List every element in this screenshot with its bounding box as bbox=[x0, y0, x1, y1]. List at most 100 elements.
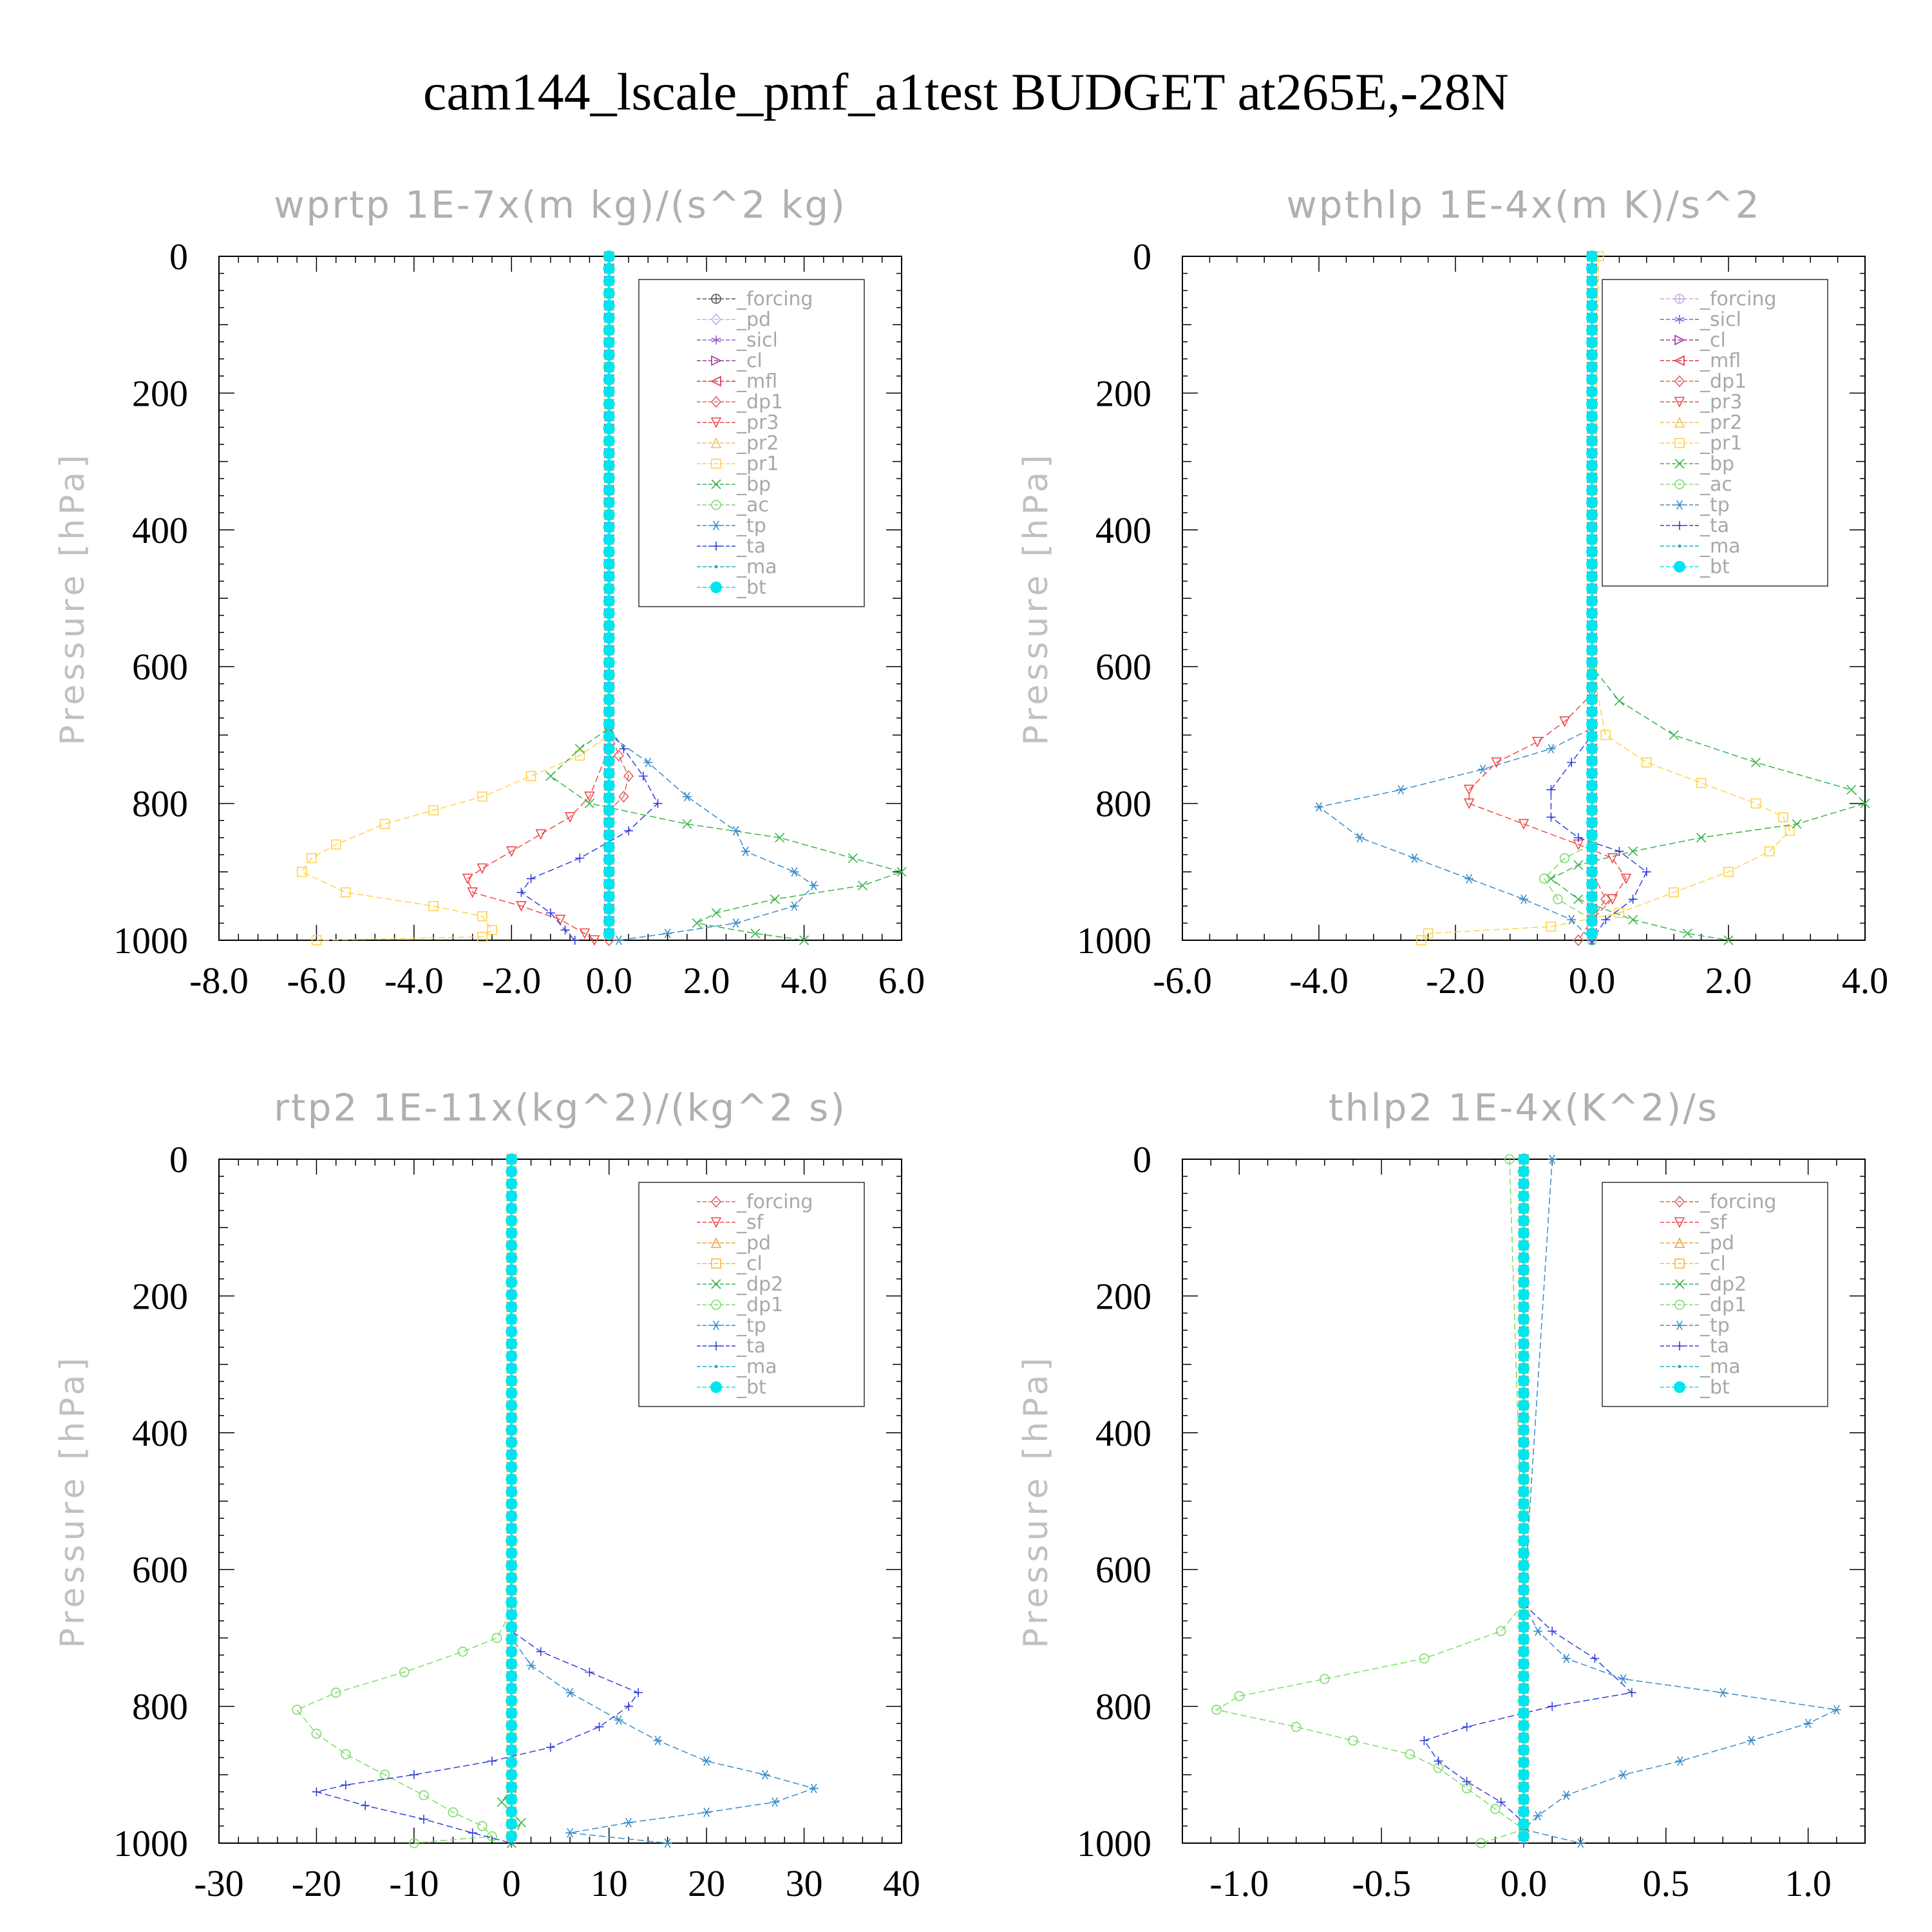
data-point bbox=[506, 1424, 518, 1436]
data-point bbox=[1618, 1674, 1628, 1684]
y-axis-label: Pressure [hPa] bbox=[1017, 451, 1056, 746]
data-point bbox=[1518, 1732, 1530, 1744]
legend-entry: _bt bbox=[697, 1376, 766, 1399]
data-point bbox=[419, 1790, 429, 1801]
data-point bbox=[1518, 1313, 1530, 1325]
legend-label: _tp bbox=[1700, 1314, 1730, 1337]
data-point bbox=[1518, 1645, 1530, 1658]
legend-entry: _dp1 bbox=[1660, 1294, 1747, 1316]
data-point bbox=[711, 907, 721, 918]
data-point bbox=[1518, 1289, 1530, 1301]
x-tick-label: -20 bbox=[292, 1862, 341, 1904]
data-point bbox=[1562, 1653, 1571, 1663]
x-tick-label: -2.0 bbox=[482, 960, 541, 1001]
data-point bbox=[1416, 935, 1426, 945]
legend-entry: _forcing bbox=[1660, 1191, 1776, 1213]
legend-label: _sicl bbox=[1700, 308, 1741, 331]
data-point bbox=[1548, 1626, 1557, 1636]
data-point bbox=[506, 1596, 518, 1609]
data-point bbox=[603, 730, 615, 743]
legend-marker bbox=[1678, 544, 1681, 548]
legend-label: _pr2 bbox=[736, 432, 779, 455]
data-point bbox=[1586, 632, 1598, 644]
data-point bbox=[341, 1780, 350, 1790]
x-tick-label: 20 bbox=[688, 1862, 725, 1904]
data-point bbox=[731, 918, 741, 928]
data-point bbox=[603, 435, 615, 447]
data-point bbox=[311, 935, 322, 945]
y-tick-label: 0 bbox=[1133, 236, 1151, 278]
legend-label: _tp bbox=[736, 515, 766, 537]
data-point bbox=[506, 1375, 518, 1387]
legend-entry: _tp bbox=[1660, 1314, 1730, 1337]
legend-label: _pr2 bbox=[1700, 412, 1742, 434]
x-tick-label: -6.0 bbox=[1153, 960, 1212, 1001]
data-point bbox=[1586, 398, 1598, 410]
legend-label: _mfl bbox=[736, 370, 777, 393]
series-line bbox=[316, 1159, 639, 1844]
data-point bbox=[487, 1831, 497, 1842]
legend-label: _dp1 bbox=[736, 391, 783, 413]
series-line bbox=[1318, 256, 1593, 941]
data-point bbox=[1553, 894, 1563, 905]
data-point bbox=[1586, 275, 1598, 287]
data-point bbox=[1586, 903, 1598, 915]
series-bt bbox=[603, 251, 615, 940]
legend-entry: _ma bbox=[697, 556, 777, 578]
legend-marker bbox=[710, 1237, 722, 1248]
data-point bbox=[603, 472, 615, 484]
data-point bbox=[624, 826, 633, 836]
data-point bbox=[1642, 867, 1651, 876]
legend-marker bbox=[710, 417, 722, 428]
data-point bbox=[506, 1744, 518, 1756]
legend-entry: _pr2 bbox=[697, 432, 779, 455]
y-axis-label: Pressure [hPa] bbox=[53, 1354, 92, 1649]
y-tick-label: 400 bbox=[1095, 1412, 1151, 1454]
data-point bbox=[618, 790, 629, 803]
data-point bbox=[341, 887, 351, 898]
data-point bbox=[603, 891, 615, 903]
data-point bbox=[603, 533, 615, 545]
series-pr1 bbox=[296, 251, 614, 945]
data-point bbox=[506, 1202, 518, 1215]
data-point bbox=[1518, 1633, 1530, 1645]
data-point bbox=[506, 1806, 518, 1818]
data-point bbox=[1586, 743, 1598, 755]
data-point bbox=[1586, 374, 1598, 386]
data-point bbox=[1518, 1498, 1530, 1510]
legend: _forcing_sicl_cl_mfl_dp1_pr3_pr2_pr1_bp_… bbox=[1602, 279, 1828, 587]
data-point bbox=[506, 1756, 518, 1768]
data-point bbox=[1518, 1202, 1530, 1215]
legend-marker bbox=[1674, 1258, 1685, 1269]
legend-marker bbox=[1674, 375, 1685, 388]
data-point bbox=[603, 336, 615, 348]
data-point bbox=[1586, 927, 1598, 940]
data-point bbox=[428, 805, 439, 816]
data-point bbox=[603, 841, 615, 853]
legend-marker bbox=[711, 500, 721, 510]
data-point bbox=[1586, 620, 1598, 632]
legend-marker bbox=[1674, 417, 1685, 428]
x-tick-label: -8.0 bbox=[189, 960, 249, 1001]
legend-marker bbox=[1674, 1279, 1685, 1289]
legend: _forcing_pd_sicl_cl_mfl_dp1_pr3_pr2_pr1_… bbox=[638, 279, 865, 607]
data-point bbox=[1586, 571, 1598, 583]
data-point bbox=[603, 767, 615, 779]
data-point bbox=[477, 791, 488, 802]
data-point bbox=[506, 1510, 518, 1522]
series-line bbox=[467, 256, 610, 941]
data-point bbox=[603, 792, 615, 804]
x-tick-label: 4.0 bbox=[781, 960, 828, 1001]
data-point bbox=[1590, 1654, 1600, 1663]
legend-entry: _cl bbox=[697, 350, 762, 372]
legend-box bbox=[1602, 279, 1828, 587]
data-point bbox=[1586, 312, 1598, 324]
data-point bbox=[1586, 521, 1598, 533]
data-point bbox=[1586, 472, 1598, 484]
data-point bbox=[535, 829, 547, 840]
data-point bbox=[1747, 1736, 1756, 1746]
legend-entry: _tp bbox=[697, 515, 766, 537]
legend-marker bbox=[1674, 1237, 1685, 1248]
data-point bbox=[1567, 914, 1577, 925]
